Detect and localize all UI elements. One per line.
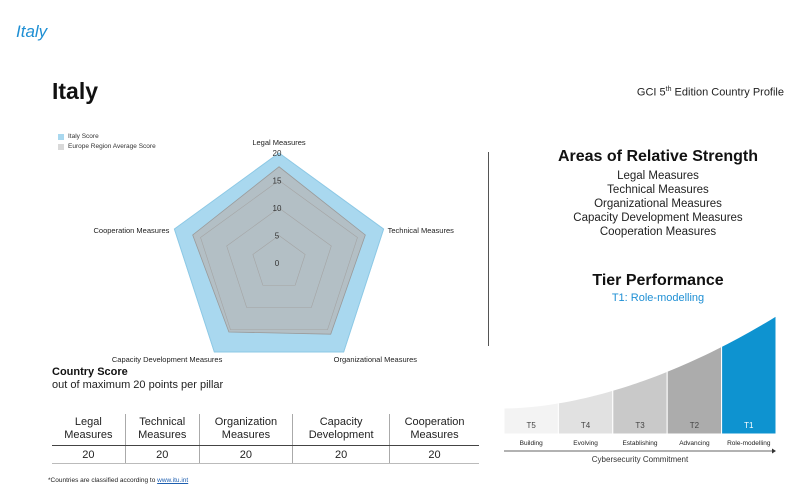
- radar-axis-label: Legal Measures: [252, 138, 306, 147]
- col-legal-line2: Measures: [64, 429, 113, 441]
- col-organization: Organization Measures: [198, 414, 293, 446]
- col-capacity-line1: Capacity: [319, 416, 363, 428]
- radar-chart: 0 5 10 15 20 Legal Measures Technical Measures…: [93, 138, 455, 364]
- strength-item-cooperation: Cooperation Measures: [599, 226, 717, 238]
- tier-step-t3: [612, 370, 668, 435]
- tier-step-code: T4: [581, 421, 591, 430]
- radar-axis-label: Capacity Development Measures: [112, 355, 223, 364]
- radar-inner-ring: [252, 235, 306, 286]
- radar-tick-label: 5: [275, 232, 280, 241]
- footnote-link[interactable]: www.itu.int: [157, 477, 189, 484]
- tier-value: T1: Role-modelling: [611, 292, 705, 304]
- col-capacity: Capacity Development: [292, 414, 390, 446]
- tier-step-label: Evolving: [573, 440, 598, 447]
- top-label: Italy: [16, 22, 48, 41]
- series-europe-area: [192, 166, 366, 335]
- legend-swatch-italy: [58, 133, 64, 140]
- edition-prefix: GCI 5: [636, 86, 666, 99]
- tier-section: Tier Performance T1: Role-modelling: [510, 272, 800, 304]
- legend-item-italy: Italy Score: [58, 133, 156, 140]
- col-organization-line2: Measures: [221, 429, 271, 441]
- strength-item-legal: Legal Measures: [617, 170, 699, 182]
- edition-sup: th: [665, 86, 672, 93]
- footnote-text: *Countries are classified according to: [48, 477, 158, 484]
- tier-step-t2: [666, 345, 723, 435]
- radar-tick-label: 10: [273, 204, 282, 213]
- legend-label-italy: Italy Score: [68, 133, 99, 140]
- tier-step-t1: [721, 315, 777, 435]
- tier-step-label: Building: [520, 440, 544, 447]
- col-technical-line1: Technical: [139, 416, 186, 428]
- tier-step-code: T2: [690, 421, 700, 430]
- tier-step-label: Role-modelling: [727, 440, 771, 447]
- tier-step-code: T1: [744, 421, 754, 430]
- legend-swatch-europe: [58, 143, 64, 150]
- tier-step-t4: [557, 389, 614, 435]
- score-capacity: 20: [292, 445, 390, 464]
- legend-item-europe: Europe Region Average Score: [58, 143, 156, 150]
- tier-step-code: T3: [635, 421, 645, 430]
- tier-steps-chart: T5 Building T4 Evolving T3 Establishing T2 Adva…: [503, 315, 777, 464]
- col-technical-line2: Measures: [138, 429, 187, 441]
- strength-section: Areas of Relative Strength Legal Measure…: [510, 148, 800, 239]
- col-capacity-line2: Development: [308, 429, 374, 441]
- country-score: Country Score out of maximum 20 points p…: [52, 366, 223, 391]
- commitment-arrow-icon: [772, 448, 776, 454]
- col-organization-line1: Organization: [214, 416, 278, 428]
- score-legal: 20: [52, 445, 126, 464]
- score-cooperation: 20: [389, 445, 479, 464]
- col-cooperation: Cooperation Measures: [389, 414, 479, 446]
- tier-step-label: Advancing: [679, 440, 710, 447]
- commitment-axis-label: Cybersecurity Commitment: [592, 455, 689, 464]
- chart-legend: Italy Score Europe Region Average Score: [58, 133, 156, 153]
- tier-step-code: T5: [527, 421, 537, 430]
- col-cooperation-line1: Cooperation: [404, 416, 465, 428]
- country-score-subtitle: out of maximum 20 points per pillar: [52, 379, 224, 391]
- col-technical: Technical Measures: [124, 414, 200, 446]
- country-score-title: Country Score: [52, 366, 128, 378]
- tier-title: Tier Performance: [592, 272, 724, 289]
- radar-axis-label: Organizational Measures: [334, 355, 418, 364]
- legend-label-europe: Europe Region Average Score: [68, 143, 156, 150]
- score-technical: 20: [124, 445, 200, 464]
- col-legal-line1: Legal: [74, 416, 102, 428]
- score-table-header-row: Legal Measures Technical Measures Organiza…: [52, 414, 479, 446]
- score-organization: 20: [198, 445, 293, 464]
- footnote: *Countries are classified according to w…: [48, 477, 188, 484]
- radar-inner-ring: [200, 180, 358, 331]
- strength-title: Areas of Relative Strength: [557, 148, 759, 165]
- radar-tick-label: 0: [275, 259, 280, 268]
- radar-tick-label: 20: [273, 149, 282, 158]
- vertical-divider: [488, 152, 489, 346]
- page-title: Italy: [52, 78, 99, 104]
- col-cooperation-line2: Measures: [410, 429, 459, 441]
- col-legal: Legal Measures: [52, 414, 126, 446]
- edition-label: GCI 5th Edition Country Profile: [637, 86, 784, 99]
- radar-axis-label: Technical Measures: [388, 226, 455, 235]
- tier-step-t5: [503, 402, 559, 435]
- radar-inner-ring: [226, 207, 332, 308]
- edition-suffix: Edition Country Profile: [671, 86, 784, 99]
- strength-item-technical: Technical Measures: [607, 184, 709, 196]
- score-table: Legal Measures Technical Measures Organiza…: [52, 414, 479, 464]
- strength-item-organizational: Organizational Measures: [594, 198, 722, 210]
- tier-step-label: Establishing: [622, 440, 657, 447]
- strength-item-capacity: Capacity Development Measures: [573, 212, 743, 224]
- score-table-row: 20 20 20 20 20: [52, 445, 479, 464]
- radar-tick-label: 15: [273, 177, 282, 186]
- radar-axis-label: Cooperation Measures: [93, 226, 169, 235]
